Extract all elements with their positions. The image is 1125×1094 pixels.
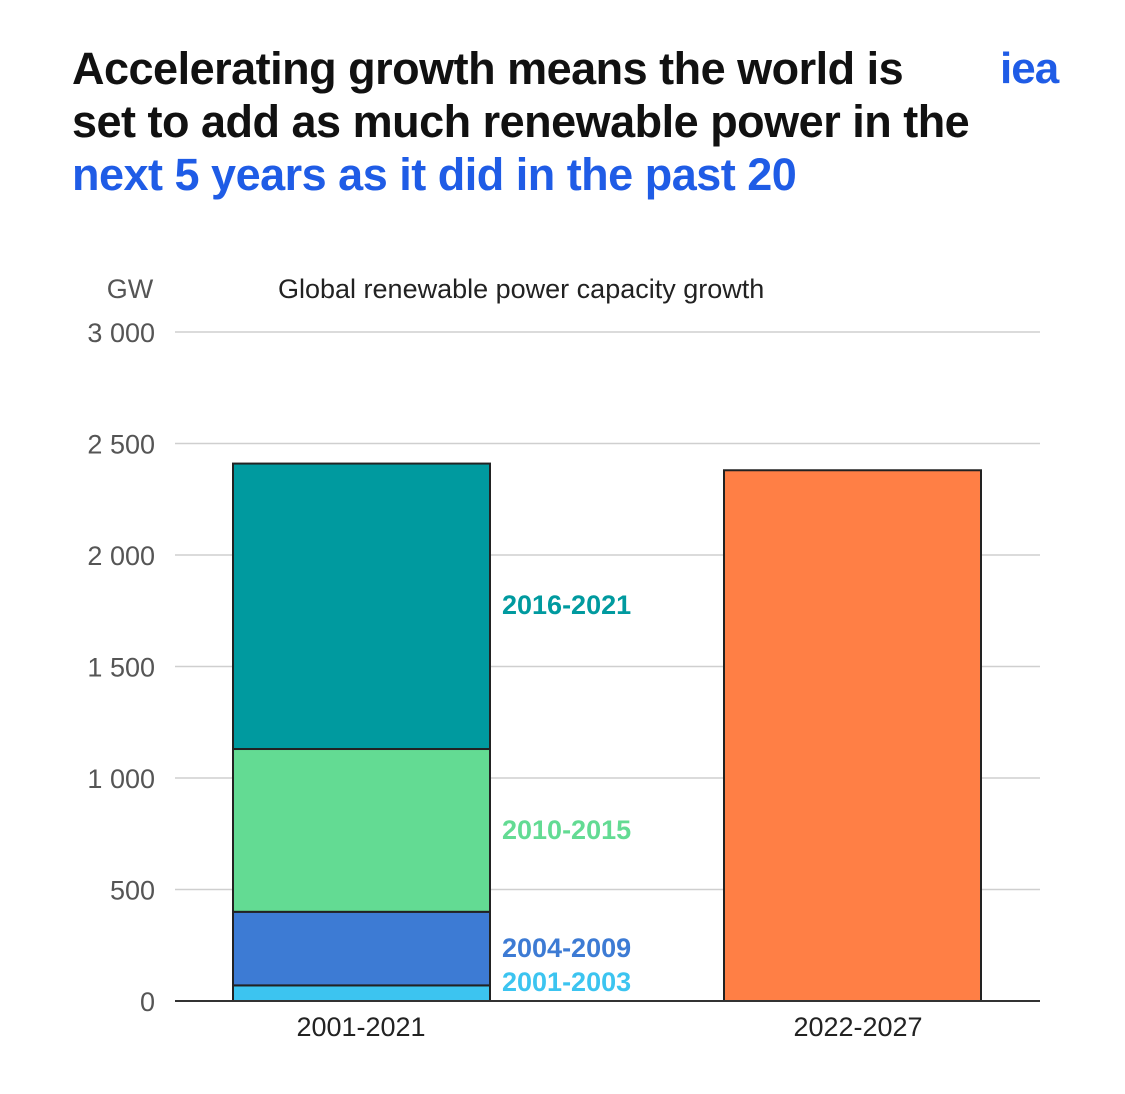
headline-text: Accelerating growth means the world is s… — [72, 43, 970, 147]
labels: 0 500 1 000 1 500 2 000 2 500 3 000 2001-2021 20… — [87, 318, 922, 1042]
bar-segment-2022-2027 — [723, 469, 982, 1002]
y-tick-label: 2 500 — [87, 430, 155, 460]
y-unit-label: GW — [107, 274, 154, 304]
headline-highlight: next 5 years as it did in the past 20 — [72, 149, 797, 200]
iea-logo: iea — [1000, 44, 1059, 93]
x-category-label: 2001-2021 — [296, 1012, 425, 1042]
headline: Accelerating growth means the world is s… — [72, 42, 972, 201]
bars — [175, 462, 1040, 1003]
y-tick-label: 500 — [110, 876, 155, 906]
bar-segment-2001-2003 — [232, 984, 491, 1003]
x-category-label: 2022-2027 — [793, 1012, 922, 1042]
bar-segment-2004-2009 — [232, 910, 491, 987]
bar-segment-2010-2015 — [232, 748, 491, 913]
y-tick-label: 0 — [140, 987, 155, 1017]
series-label-2001-2003: 2001-2003 — [502, 967, 631, 997]
y-tick-label: 1 500 — [87, 653, 155, 683]
chart-subtitle: Global renewable power capacity growth — [278, 274, 764, 304]
bar-segment-2016-2021 — [232, 462, 491, 751]
y-tick-label: 3 000 — [87, 318, 155, 348]
series-label-2010-2015: 2010-2015 — [502, 815, 631, 845]
series-label-2004-2009: 2004-2009 — [502, 933, 631, 963]
series-label-2016-2021: 2016-2021 — [502, 590, 631, 620]
y-tick-label: 1 000 — [87, 764, 155, 794]
y-tick-label: 2 000 — [87, 541, 155, 571]
